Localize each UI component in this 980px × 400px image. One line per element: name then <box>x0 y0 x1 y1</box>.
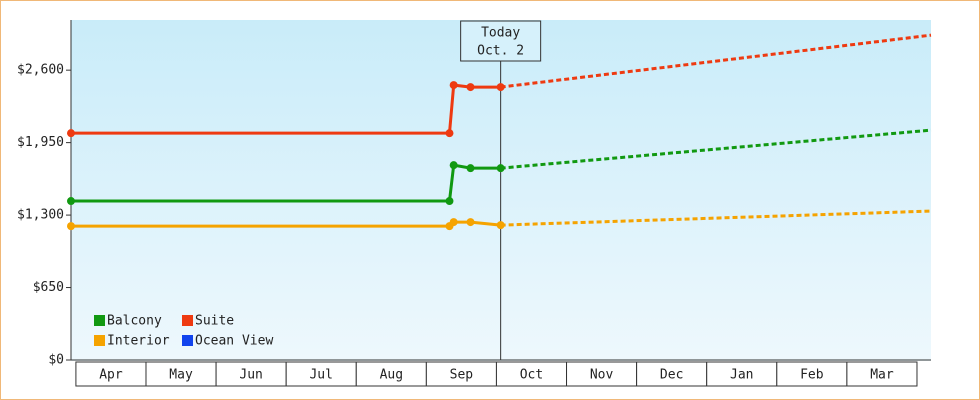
today-label: Oct. 2 <box>477 44 524 59</box>
x-tick-label: Jan <box>730 368 753 383</box>
legend-label: Interior <box>107 334 170 349</box>
point <box>496 221 505 230</box>
x-tick-label: Apr <box>99 368 123 383</box>
point <box>466 218 475 227</box>
point <box>449 218 458 227</box>
month-cell <box>706 361 778 387</box>
x-tick-label: Mar <box>870 368 894 383</box>
point <box>496 83 505 92</box>
point <box>466 83 475 92</box>
legend-label: Balcony <box>107 314 162 329</box>
point <box>67 222 75 231</box>
point <box>449 81 458 90</box>
legend-swatch <box>182 315 193 326</box>
y-tick-label: $650 <box>33 280 64 295</box>
month-cell <box>846 361 918 387</box>
month-cell <box>566 361 638 387</box>
forecast-line <box>500 128 932 170</box>
month-cell <box>425 361 497 387</box>
month-cell <box>215 361 287 387</box>
x-tick-label: Nov <box>590 368 614 383</box>
x-tick-label: Feb <box>800 368 824 383</box>
x-tick-label: Aug <box>380 368 403 383</box>
month-cell <box>285 361 357 387</box>
point <box>67 197 75 206</box>
forecast-line <box>500 33 932 89</box>
x-tick-label: Jun <box>239 368 262 383</box>
legend-swatch <box>182 335 193 346</box>
y-tick-label: $2,600 <box>17 63 64 78</box>
legend-swatch <box>94 335 105 346</box>
point <box>496 164 505 173</box>
month-cell <box>495 361 568 387</box>
legend-swatch <box>94 315 105 326</box>
x-tick-label: Oct <box>520 368 543 383</box>
y-tick-label: $1,950 <box>17 135 64 150</box>
x-tick-label: Dec <box>660 368 683 383</box>
point <box>445 129 454 138</box>
month-cell <box>636 361 708 387</box>
x-tick-label: Jul <box>309 368 332 383</box>
month-cell <box>145 361 217 387</box>
point <box>466 164 475 173</box>
today-label: Today <box>481 26 520 41</box>
point <box>445 197 454 206</box>
legend-label: Suite <box>195 314 234 329</box>
today-box <box>460 20 542 62</box>
month-cell <box>355 361 427 387</box>
x-tick-label: Sep <box>450 368 474 383</box>
point <box>67 129 75 138</box>
legend-label: Ocean View <box>195 334 273 349</box>
x-tick-label: May <box>169 368 193 383</box>
point <box>449 161 458 170</box>
month-cell <box>776 361 848 387</box>
y-tick-label: $1,300 <box>17 208 64 223</box>
y-tick-label: $0 <box>48 353 64 368</box>
